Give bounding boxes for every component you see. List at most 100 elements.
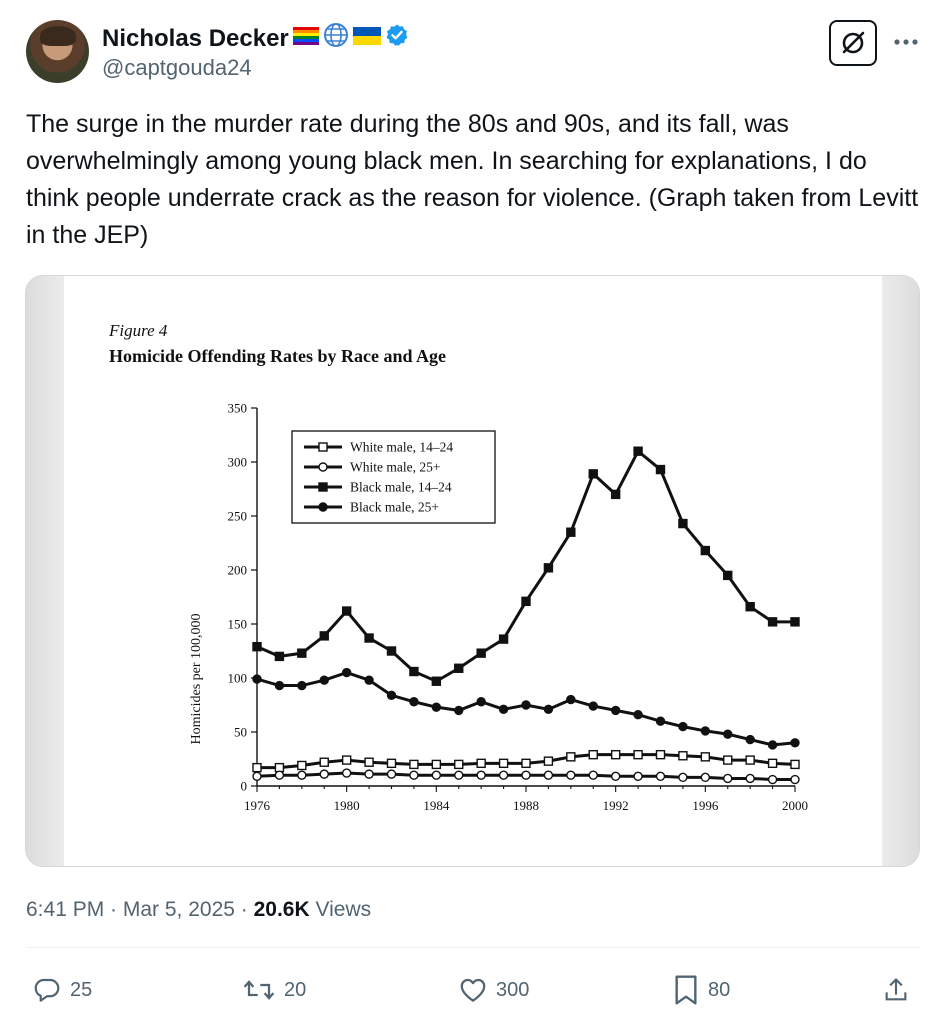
data-point-marker [454,759,464,770]
data-point-marker [252,771,262,781]
share-button[interactable] [882,970,918,1010]
y-axis-label: Homicides per 100,000 [189,613,204,744]
tweet-media-image[interactable]: Figure 4 Homicide Offending Rates by Rac… [25,275,920,867]
data-point-marker [454,705,464,716]
data-point-marker [476,697,486,707]
media-margin-left [26,276,64,866]
author-name-row[interactable]: Nicholas Decker [102,22,409,56]
tweet-meta: 6:41 PM · Mar 5, 2025 · 20.6K Views [26,895,371,925]
bookmark-button[interactable]: 80 [672,970,730,1010]
data-point-marker [252,762,262,773]
views-count: 20.6K [253,898,310,921]
data-point-marker [610,705,621,716]
bookmark-icon [675,975,697,1005]
data-point-marker [745,755,755,765]
chart-page: Figure 4 Homicide Offending Rates by Rac… [64,276,882,866]
data-point-marker [700,752,711,762]
author-name[interactable]: Nicholas Decker [102,25,289,52]
divider [26,947,921,948]
data-point-marker [341,606,352,616]
data-point-marker [274,762,285,773]
data-point-marker [431,676,442,686]
legend-label: White male, 14–24 [350,440,453,455]
data-point-marker [409,770,419,780]
avatar[interactable] [26,20,89,83]
series-4 [252,667,800,750]
data-point-marker [655,464,666,475]
data-point-marker [431,759,442,770]
data-point-marker [364,769,374,779]
data-point-marker [700,772,711,783]
data-point-marker [297,770,307,780]
data-point-marker [498,634,509,644]
tweet-text: The surge in the murder rate during the … [26,110,919,249]
like-count: 300 [496,978,530,1001]
series-3 [252,446,800,686]
more-dots-icon [894,39,918,45]
data-point-marker [274,651,285,662]
data-point-marker [318,502,328,512]
timestamp[interactable]: 6:41 PM · Mar 5, 2025 · [26,898,254,921]
x-tick-label: 2000 [782,798,808,813]
media-margin-right [881,276,919,866]
retweet-button[interactable]: 20 [242,970,306,1010]
y-tick-label: 300 [228,455,248,470]
data-point-marker [633,771,643,781]
legend-label: Black male, 14–24 [350,480,452,495]
data-point-marker [521,758,531,769]
chart-series-lines [252,446,800,785]
y-tick-label: 100 [228,671,248,686]
data-point-marker [655,749,666,760]
chart-title: Homicide Offending Rates by Race and Age [109,346,446,366]
data-point-marker [723,773,733,784]
author-handle[interactable]: @captgouda24 [102,55,252,80]
retweet-icon [243,980,275,1000]
data-point-marker [745,734,755,745]
data-point-marker [274,680,285,691]
data-point-marker [297,760,307,771]
y-tick-label: 250 [228,509,248,524]
globe-icon [323,22,349,56]
like-button[interactable]: 300 [458,970,529,1010]
more-options-button[interactable] [891,30,921,54]
data-point-marker [723,570,733,581]
ukraine-flag-icon [352,24,381,54]
data-point-marker [521,596,531,607]
x-tick-label: 1980 [334,798,360,813]
data-point-marker [767,758,778,769]
reply-button[interactable]: 25 [32,970,92,1010]
grok-button[interactable] [829,20,877,66]
data-point-marker [790,759,800,770]
data-point-marker [610,749,621,760]
data-point-marker [431,702,442,712]
data-point-marker [252,641,262,652]
data-point-marker [364,757,374,767]
x-tick-label: 1976 [244,798,271,813]
data-point-marker [318,442,328,452]
legend-label: Black male, 25+ [350,500,439,515]
data-point-marker [252,674,262,684]
data-point-marker [364,633,374,643]
series-1 [252,749,800,773]
data-point-marker [588,701,598,711]
data-point-marker [543,704,554,715]
data-point-marker [498,770,509,780]
y-tick-label: 150 [228,617,248,632]
data-point-marker [745,773,755,784]
rainbow-flag-icon [292,24,319,54]
data-point-marker [498,704,509,715]
data-point-marker [588,749,598,760]
data-point-marker [319,675,329,685]
bookmark-count: 80 [708,978,731,1001]
data-point-marker [588,770,598,780]
data-point-marker [566,752,576,762]
data-point-marker [588,469,598,479]
data-point-marker [319,757,329,767]
data-point-marker [476,648,486,658]
data-point-marker [498,758,509,769]
data-point-marker [364,675,374,685]
y-tick-label: 50 [234,725,247,740]
data-point-marker [386,758,397,769]
data-point-marker [341,755,352,765]
data-point-marker [566,527,576,537]
